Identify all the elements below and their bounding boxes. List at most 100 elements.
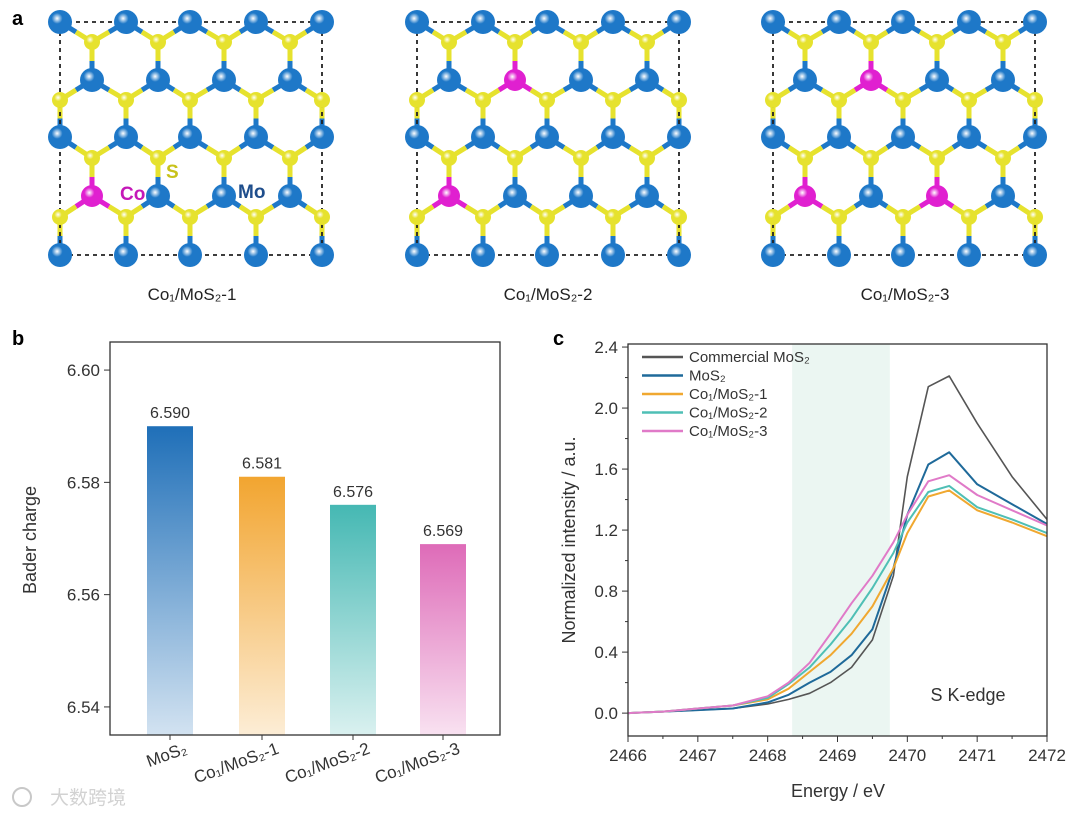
s-atom (475, 209, 491, 225)
y-tick-label: 1.6 (594, 460, 618, 479)
mo-atom (405, 125, 429, 149)
mo-atom (569, 68, 593, 92)
mo-atom (667, 125, 691, 149)
bar-y-axis-label: Bader charge (20, 486, 40, 594)
x-tick-label: 2466 (609, 746, 647, 765)
bar-3 (330, 504, 376, 735)
bar-1 (147, 426, 193, 735)
s-atom (282, 34, 298, 50)
s-atom (150, 150, 166, 166)
mo-atom (827, 243, 851, 267)
s-atom (765, 92, 781, 108)
mo-atom (601, 10, 625, 34)
s-atom (52, 209, 68, 225)
s-atom (409, 209, 425, 225)
y-tick-label: 2.4 (594, 338, 618, 357)
co-atom-label: Co (120, 184, 145, 205)
bar-value-label: 6.576 (333, 484, 373, 501)
mo-atom (667, 10, 691, 34)
mo-atom (793, 68, 817, 92)
s-atom (216, 150, 232, 166)
s-atom (1027, 92, 1043, 108)
mo-atom (925, 68, 949, 92)
mo-atom (957, 243, 981, 267)
s-atom (539, 92, 555, 108)
structure-2 (405, 10, 691, 267)
s-k-edge-annotation: S K-edge (930, 685, 1005, 705)
mo-atom (146, 184, 170, 208)
s-atom (863, 34, 879, 50)
bar-chart: 6.590 MoS₂ 6.581 Co₁/MoS₂-1 6.576 Co₁/MoS₂-2 6… (67, 341, 501, 787)
series-line-5 (627, 474, 1048, 715)
co-atom (438, 185, 460, 207)
s-atom (507, 34, 523, 50)
x-tick-label: 2472 (1028, 746, 1066, 765)
s-atom (248, 92, 264, 108)
s-atom (118, 209, 134, 225)
mo-atom (891, 243, 915, 267)
x-tick-label: 2470 (888, 746, 926, 765)
s-atom (929, 150, 945, 166)
s-atom (507, 150, 523, 166)
mo-atom (471, 10, 495, 34)
mo-atom (991, 68, 1015, 92)
mo-atom (991, 184, 1015, 208)
legend-label: Co₁/MoS₂-3 (689, 423, 767, 440)
s-atom (118, 92, 134, 108)
mo-atom (437, 68, 461, 92)
structure-caption-3: Co₁/MoS₂-3 (861, 285, 950, 304)
y-tick-label: 6.58 (67, 473, 100, 492)
structure-caption-1: Co₁/MoS₂-1 (148, 285, 237, 304)
s-atom (765, 209, 781, 225)
mo-atom (310, 243, 334, 267)
mo-atom (667, 243, 691, 267)
s-atom (639, 150, 655, 166)
panel-a: a Co S Mo Co₁/MoS₂-1 Co₁/MoS₂-2 Co₁/MoS₂… (12, 8, 1047, 304)
s-atom (671, 209, 687, 225)
mo-atom (891, 10, 915, 34)
line-x-axis-label: Energy / eV (791, 781, 885, 801)
bar-4 (420, 544, 466, 735)
mo-atom (114, 243, 138, 267)
mo-atom (146, 68, 170, 92)
mo-atom (212, 68, 236, 92)
s-atom (441, 34, 457, 50)
legend-label: MoS₂ (689, 368, 726, 385)
s-atom (895, 209, 911, 225)
mo-atom (891, 125, 915, 149)
x-tick-label: 2469 (819, 746, 857, 765)
bar-category-label: MoS₂ (144, 739, 190, 771)
y-tick-label: 1.2 (594, 521, 618, 540)
legend-label: Co₁/MoS₂-1 (689, 386, 767, 403)
mo-atom (503, 184, 527, 208)
y-tick-label: 0.0 (594, 704, 618, 723)
mo-atom (535, 10, 559, 34)
s-atom (248, 209, 264, 225)
s-atom (605, 209, 621, 225)
s-atom (182, 209, 198, 225)
s-atom (929, 34, 945, 50)
mo-atom (1023, 243, 1047, 267)
y-tick-label: 0.8 (594, 582, 618, 601)
mo-atom (114, 10, 138, 34)
mo-atom (957, 10, 981, 34)
y-tick-label: 6.56 (67, 586, 100, 605)
s-atom (282, 150, 298, 166)
s-atom (150, 34, 166, 50)
s-atom (475, 92, 491, 108)
s-atom (961, 92, 977, 108)
s-atom (961, 209, 977, 225)
panel-letter-a: a (12, 8, 24, 30)
s-atom (671, 92, 687, 108)
co-atom (504, 69, 526, 91)
mo-atom (114, 125, 138, 149)
mo-atom (471, 243, 495, 267)
y-tick-label: 0.4 (594, 643, 618, 662)
s-atom (995, 150, 1011, 166)
x-tick-label: 2468 (749, 746, 787, 765)
s-atom (863, 150, 879, 166)
s-atom (216, 34, 232, 50)
y-tick-label: 6.60 (67, 361, 100, 380)
co-atom (81, 185, 103, 207)
s-atom (441, 150, 457, 166)
